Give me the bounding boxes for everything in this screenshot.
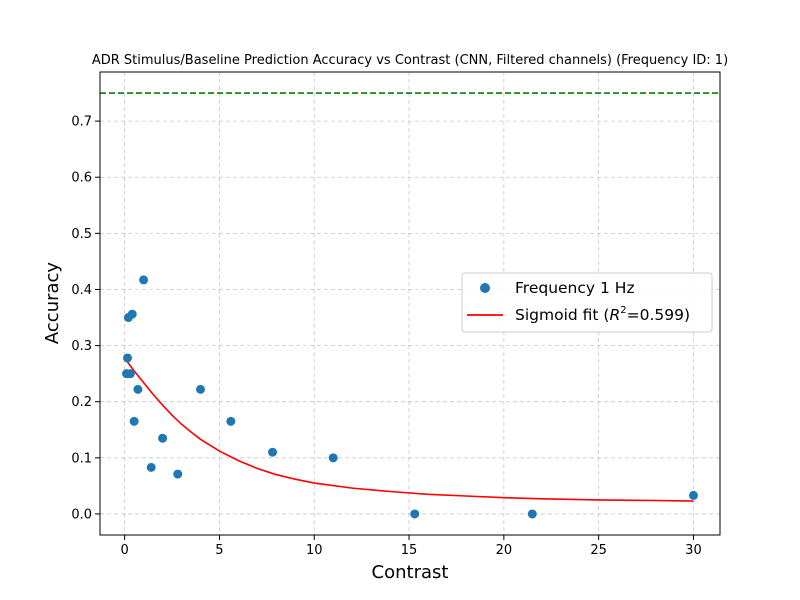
scatter-points bbox=[122, 275, 698, 519]
axis-ticks: 0 5 10 15 20 25 30 0.0 0.1 0.2 0.3 0.4 0.5 0.6 0.7 bbox=[71, 115, 701, 558]
legend-label-frequency: Frequency 1 Hz bbox=[515, 279, 635, 297]
x-axis-label: Contrast bbox=[372, 562, 449, 583]
y-tick-label: 0.3 bbox=[71, 339, 92, 354]
data-point bbox=[127, 309, 137, 319]
y-tick-label: 0.0 bbox=[71, 507, 92, 522]
x-tick-label: 30 bbox=[685, 543, 702, 558]
legend-label-sigmoid-prefix: Sigmoid fit ( bbox=[515, 306, 609, 324]
x-tick-label: 20 bbox=[496, 543, 513, 558]
data-point bbox=[688, 490, 698, 500]
y-tick-label: 0.6 bbox=[71, 171, 92, 186]
sigmoid-fit-line bbox=[125, 360, 694, 502]
data-point bbox=[129, 416, 139, 426]
legend: Frequency 1 Hz Sigmoid fit (R2=0.599) bbox=[461, 272, 713, 333]
legend-box bbox=[461, 272, 713, 333]
data-point bbox=[122, 353, 132, 363]
chart-title: ADR Stimulus/Baseline Prediction Accurac… bbox=[92, 53, 728, 68]
data-point bbox=[527, 509, 537, 519]
data-point bbox=[410, 509, 420, 519]
y-tick-label: 0.7 bbox=[71, 115, 92, 130]
x-tick-label: 10 bbox=[306, 543, 323, 558]
data-point bbox=[173, 469, 183, 479]
data-point bbox=[146, 462, 156, 472]
legend-label-sigmoid: Sigmoid fit (R2=0.599) bbox=[515, 305, 690, 324]
legend-label-sigmoid-suffix: =0.599) bbox=[627, 306, 690, 324]
y-tick-label: 0.2 bbox=[71, 395, 92, 410]
x-tick-label: 0 bbox=[121, 543, 129, 558]
data-point bbox=[195, 384, 205, 394]
legend-label-sigmoid-sup: 2 bbox=[620, 305, 626, 316]
y-tick-label: 0.1 bbox=[71, 451, 92, 466]
data-point bbox=[226, 416, 236, 426]
data-point bbox=[268, 447, 278, 457]
x-tick-label: 5 bbox=[215, 543, 223, 558]
legend-label-sigmoid-var: R bbox=[609, 306, 620, 324]
data-point bbox=[328, 453, 338, 463]
x-tick-label: 25 bbox=[590, 543, 607, 558]
y-tick-label: 0.4 bbox=[71, 283, 92, 298]
data-point bbox=[158, 433, 168, 443]
plot-frame bbox=[99, 71, 721, 536]
legend-marker-frequency bbox=[480, 283, 490, 293]
data-point bbox=[125, 369, 135, 379]
x-tick-label: 15 bbox=[401, 543, 418, 558]
data-point bbox=[133, 384, 143, 394]
fit-line-group bbox=[125, 360, 694, 502]
y-axis-label: Accuracy bbox=[42, 262, 63, 345]
y-tick-label: 0.5 bbox=[71, 227, 92, 242]
data-point bbox=[139, 275, 149, 285]
grid bbox=[100, 72, 720, 535]
